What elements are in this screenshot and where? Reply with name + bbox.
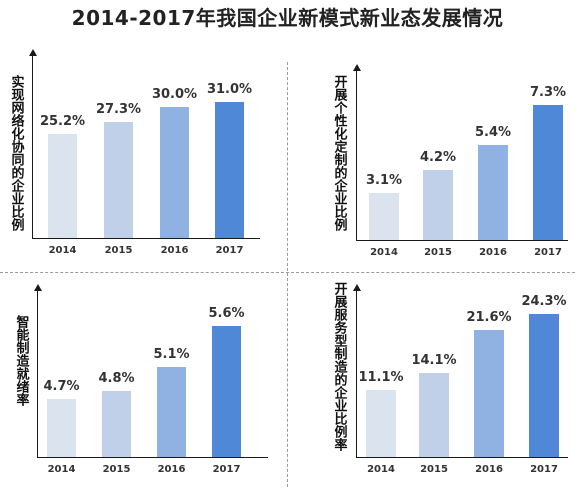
y-axis-arrow-icon	[352, 64, 361, 71]
data-label: 25.2%	[39, 113, 86, 129]
bar	[419, 372, 449, 457]
horizontal-divider	[0, 272, 575, 273]
bar	[212, 326, 241, 457]
data-label: 5.4%	[474, 124, 512, 140]
bar	[47, 399, 76, 457]
data-label: 4.2%	[419, 149, 457, 165]
bar	[369, 193, 399, 240]
x-tick-label: 2015	[102, 464, 131, 475]
bar	[157, 366, 186, 457]
page-title: 2014-2017年我国企业新模式新业态发展情况	[71, 6, 504, 30]
bar	[215, 102, 244, 238]
x-tick-label: 2014	[370, 247, 398, 258]
x-tick-label: 2016	[475, 464, 503, 475]
x-axis	[356, 457, 568, 458]
data-label: 5.6%	[208, 306, 245, 321]
x-axis	[356, 240, 568, 241]
data-label: 4.8%	[98, 370, 135, 386]
x-tick-label: 2017	[215, 245, 244, 256]
x-tick-label: 2014	[367, 464, 395, 475]
y-axis-arrow-icon	[33, 284, 42, 291]
y-axis	[32, 55, 33, 238]
y-axis-arrow-icon	[28, 49, 37, 56]
data-label: 30.0%	[151, 87, 198, 103]
data-label: 4.7%	[43, 379, 80, 394]
bar	[474, 329, 504, 457]
x-tick-label: 2015	[424, 247, 452, 258]
x-tick-label: 2017	[534, 247, 562, 258]
y-axis-label: 开展个性化定制的企业比例	[331, 75, 347, 231]
x-tick-label: 2017	[530, 464, 558, 475]
data-label: 7.3%	[529, 85, 567, 100]
x-tick-label: 2016	[157, 464, 186, 475]
y-axis-arrow-icon	[352, 284, 361, 291]
vertical-divider	[287, 62, 288, 487]
bar	[160, 107, 189, 238]
data-label: 3.1%	[365, 173, 403, 188]
x-tick-label: 2014	[47, 464, 76, 475]
x-axis	[37, 457, 268, 458]
y-axis	[356, 290, 357, 457]
y-axis	[37, 290, 38, 457]
y-axis-label: 实现网络化协同的企业比例	[8, 75, 24, 231]
bar	[102, 390, 131, 457]
data-label: 21.6%	[466, 309, 512, 325]
x-tick-label: 2014	[48, 245, 77, 256]
bar	[478, 144, 508, 240]
data-label: 11.1%	[358, 370, 404, 385]
bar	[366, 390, 396, 457]
y-axis	[356, 70, 357, 240]
x-tick-label: 2015	[104, 245, 133, 256]
y-axis-label: 开展服务型制造的企业比例率	[331, 282, 347, 451]
data-label: 24.3%	[521, 294, 567, 309]
data-label: 5.1%	[153, 346, 190, 362]
y-axis-label: 智能制造就绪率	[13, 315, 29, 406]
x-tick-label: 2017	[212, 464, 241, 475]
data-label: 14.1%	[411, 352, 457, 368]
data-label: 31.0%	[206, 82, 253, 97]
x-axis	[32, 238, 260, 239]
bar	[529, 314, 559, 457]
bar	[533, 105, 563, 240]
x-tick-label: 2016	[479, 247, 507, 258]
bar	[423, 169, 453, 240]
bar	[104, 122, 133, 238]
x-tick-label: 2015	[420, 464, 448, 475]
x-tick-label: 2016	[160, 245, 189, 256]
bar	[48, 133, 77, 238]
data-label: 27.3%	[95, 102, 142, 118]
